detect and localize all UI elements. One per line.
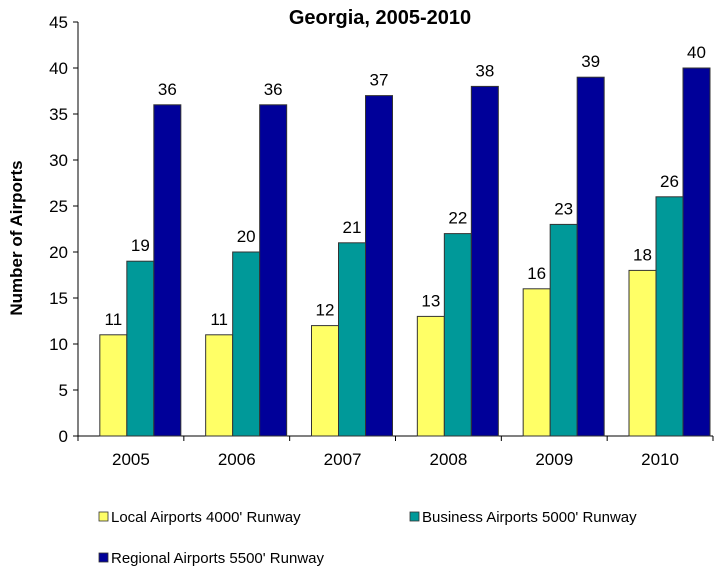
bar xyxy=(576,76,605,437)
bar xyxy=(682,67,711,437)
data-label: 12 xyxy=(316,301,335,320)
legend-swatch xyxy=(409,511,420,522)
data-label: 20 xyxy=(237,227,256,246)
legend-item: Business Airports 5000' Runway xyxy=(409,509,637,526)
plot-area: 0 5 10 15 20 25 30 35 40 45 11 19 36 2005 11 20 36 2006 12… xyxy=(49,13,714,469)
bar xyxy=(99,334,128,437)
legend-label: Business Airports 5000' Runway xyxy=(422,509,637,526)
bar xyxy=(443,233,472,437)
data-label: 11 xyxy=(210,310,228,329)
data-label: 40 xyxy=(687,43,706,62)
bar xyxy=(153,104,182,437)
legend-swatch xyxy=(98,552,109,563)
bar xyxy=(470,85,499,437)
y-tick-label: 5 xyxy=(59,381,68,400)
data-label: 39 xyxy=(581,52,600,71)
y-tick-label: 25 xyxy=(49,197,68,216)
x-tick-label: 2006 xyxy=(218,450,256,469)
y-tick-label: 45 xyxy=(49,13,68,32)
data-label: 18 xyxy=(633,245,652,264)
data-label: 37 xyxy=(370,71,389,90)
y-tick-label: 0 xyxy=(59,427,68,446)
x-tick-label: 2005 xyxy=(112,450,150,469)
data-label: 13 xyxy=(421,291,440,310)
chart-title: Georgia, 2005-2010 xyxy=(289,7,471,29)
bar xyxy=(205,334,234,437)
x-tick-label: 2007 xyxy=(324,450,362,469)
legend-item: Regional Airports 5500' Runway xyxy=(98,550,324,567)
bar xyxy=(126,260,155,437)
data-label: 22 xyxy=(448,209,467,228)
bar xyxy=(416,315,445,437)
y-tick-label: 15 xyxy=(49,289,68,308)
data-label: 36 xyxy=(264,80,283,99)
y-tick-label: 20 xyxy=(49,243,68,262)
y-tick-label: 40 xyxy=(49,59,68,78)
data-label: 19 xyxy=(131,236,150,255)
bar xyxy=(232,251,261,437)
data-label: 11 xyxy=(105,310,123,329)
y-axis-label: Number of Airports xyxy=(7,160,26,315)
y-tick-label: 30 xyxy=(49,151,68,170)
data-label: 23 xyxy=(554,199,573,218)
data-label: 36 xyxy=(158,80,177,99)
legend-item: Local Airports 4000' Runway xyxy=(98,509,301,526)
bar xyxy=(628,269,657,437)
bar xyxy=(655,196,684,437)
y-tick-label: 35 xyxy=(49,105,68,124)
y-tick-label: 10 xyxy=(49,335,68,354)
bar xyxy=(338,242,366,437)
x-tick-label: 2009 xyxy=(535,450,573,469)
data-label: 21 xyxy=(343,218,362,237)
legend-label: Regional Airports 5500' Runway xyxy=(111,550,324,567)
bar xyxy=(522,288,551,437)
legend: Local Airports 4000' Runway Business Airp… xyxy=(98,509,637,567)
x-tick-label: 2010 xyxy=(641,450,679,469)
bar xyxy=(365,95,393,437)
bar xyxy=(549,223,578,437)
legend-label: Local Airports 4000' Runway xyxy=(111,509,301,526)
bar xyxy=(259,104,288,437)
bar xyxy=(311,325,339,437)
legend-swatch xyxy=(98,511,109,522)
data-label: 26 xyxy=(660,172,679,191)
x-tick-label: 2008 xyxy=(430,450,468,469)
data-label: 16 xyxy=(527,264,546,283)
data-label: 38 xyxy=(475,61,494,80)
